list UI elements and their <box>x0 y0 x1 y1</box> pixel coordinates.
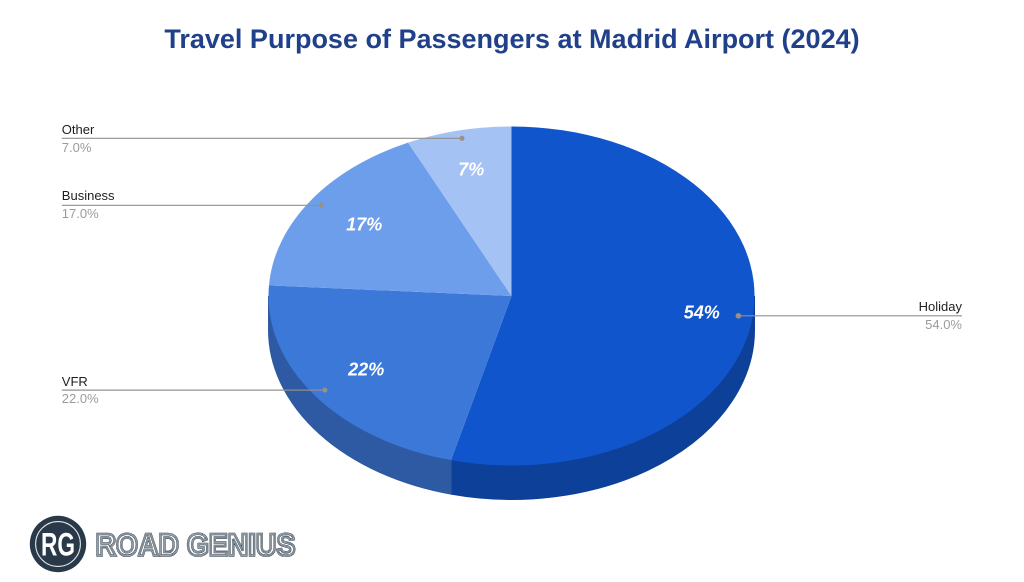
svg-text:ROAD GENIUS: ROAD GENIUS <box>96 527 296 563</box>
svg-text:RG: RG <box>41 526 75 562</box>
svg-text:ROAD GENIUS: ROAD GENIUS <box>96 527 296 563</box>
svg-text:ROAD GENIUS: ROAD GENIUS <box>96 527 296 563</box>
